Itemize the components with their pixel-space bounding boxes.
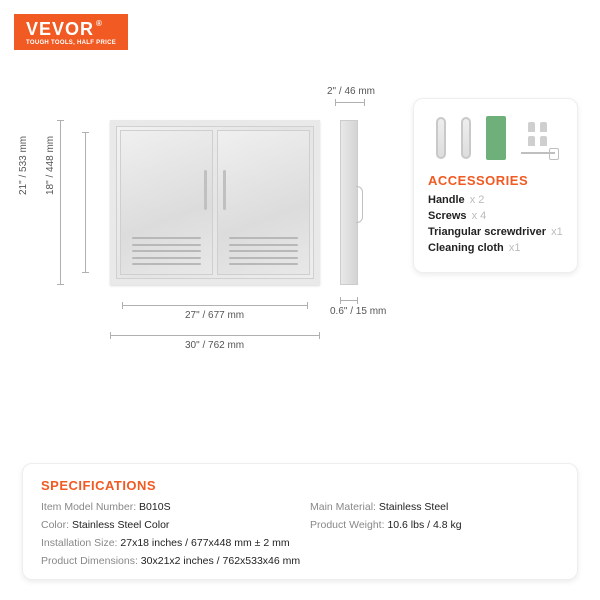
spec-row: Product Weight: 10.6 lbs / 4.8 kg [310, 519, 559, 531]
dim-line [340, 300, 358, 301]
vent-slots-icon [132, 237, 201, 265]
door-panel-left [120, 130, 213, 275]
accessory-item: Screws x 4 [428, 210, 563, 222]
vent-slots-icon [229, 237, 298, 265]
spec-row: Main Material: Stainless Steel [310, 501, 559, 513]
spec-row: Item Model Number: B010S [41, 501, 290, 513]
dim-line [60, 120, 61, 285]
door-side-view [340, 120, 358, 285]
door-front-view [110, 120, 320, 285]
handle-icon [461, 117, 471, 159]
dim-line [110, 335, 320, 336]
dim-line [85, 132, 86, 273]
accessories-image-row [428, 111, 563, 165]
spec-row: Product Dimensions: 30x21x2 inches / 762… [41, 555, 559, 567]
brand-name: VEVOR [26, 20, 94, 38]
handle-icon [436, 117, 446, 159]
accessory-item: Handle x 2 [428, 194, 563, 206]
dim-width-outer: 30" / 762 mm [185, 340, 244, 351]
screws-icon [528, 122, 548, 146]
dim-line [122, 305, 308, 306]
accessory-item: Cleaning cloth x1 [428, 242, 563, 254]
cleaning-cloth-icon [486, 116, 506, 160]
brand-logo: VEVOR® TOUGH TOOLS, HALF PRICE [14, 14, 128, 50]
accessory-item: Triangular screwdriver x1 [428, 226, 563, 238]
specifications-title: SPECIFICATIONS [41, 478, 559, 493]
door-handle-icon [223, 170, 226, 210]
brand-tagline: TOUGH TOOLS, HALF PRICE [26, 40, 116, 46]
spec-row: Installation Size: 27x18 inches / 677x44… [41, 537, 559, 549]
dim-width-inner: 27" / 677 mm [185, 310, 244, 321]
specifications-grid: Item Model Number: B010S Main Material: … [41, 501, 559, 567]
dim-height-outer: 21" / 533 mm [18, 136, 29, 195]
accessories-card: ACCESSORIES Handle x 2 Screws x 4 Triang… [413, 98, 578, 273]
spec-row: Color: Stainless Steel Color [41, 519, 290, 531]
specifications-card: SPECIFICATIONS Item Model Number: B010S … [22, 463, 578, 580]
dim-line [335, 102, 365, 103]
brand-reg: ® [96, 20, 103, 28]
dim-height-inner: 18" / 448 mm [45, 136, 56, 195]
product-diagram: 21" / 533 mm 18" / 448 mm 27" / 677 mm 3… [40, 90, 390, 400]
dim-depth-bottom: 0.6" / 15 mm [330, 306, 386, 317]
door-panel-right [217, 130, 310, 275]
door-handle-icon [204, 170, 207, 210]
dim-depth-top: 2" / 46 mm [327, 86, 375, 97]
screwdriver-icon [521, 152, 555, 154]
accessories-title: ACCESSORIES [428, 173, 563, 188]
